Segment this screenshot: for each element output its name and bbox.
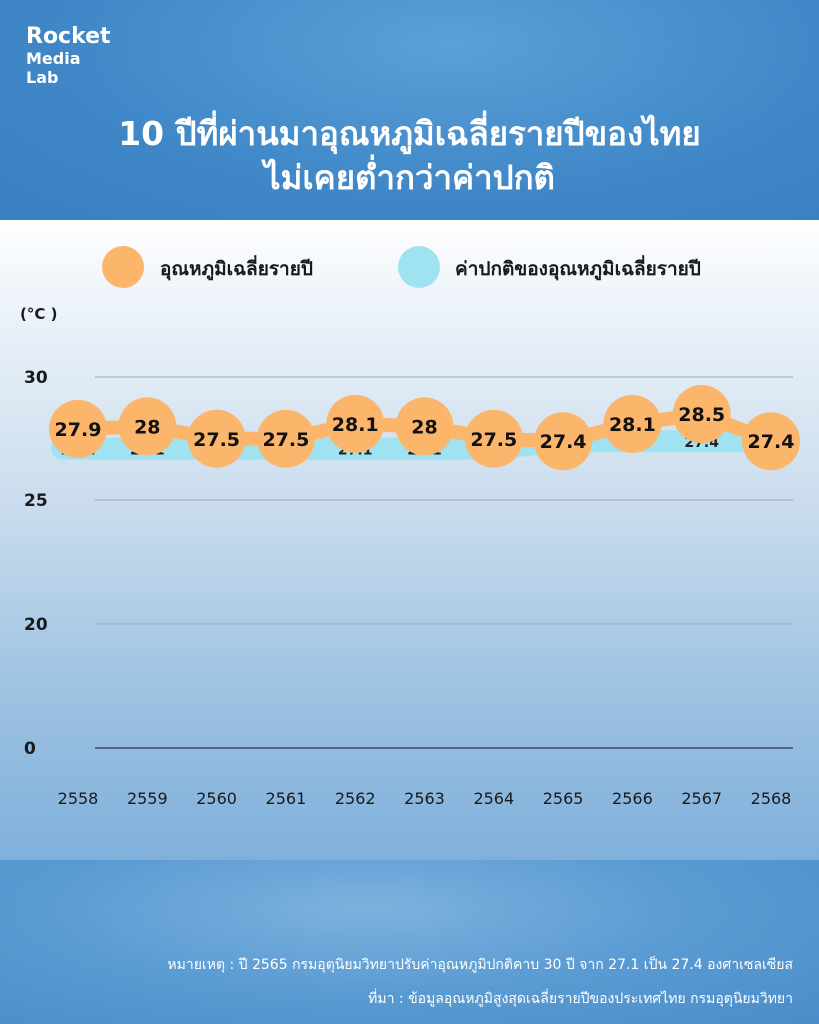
page-title-line-1: 10 ปีที่ผ่านมาอุณหภูมิเฉลี่ยรายปีของไทย <box>118 114 701 153</box>
brand-line-1: Rocket <box>26 24 111 49</box>
y-axis-unit: (°C ) <box>20 305 58 323</box>
y-tick-label: 20 <box>24 615 48 635</box>
x-tick-label: 2566 <box>612 789 653 808</box>
annual-data-label: 28.1 <box>332 414 379 436</box>
header-banner <box>0 0 819 220</box>
x-tick-label: 2561 <box>266 789 307 808</box>
annual-data-point <box>187 409 246 468</box>
annual-data-point <box>118 397 177 456</box>
x-tick-label: 2563 <box>404 789 445 808</box>
annual-data-point <box>742 412 800 471</box>
annual-data-label: 28.5 <box>678 404 725 426</box>
x-tick-label: 2559 <box>127 789 168 808</box>
annual-data-label: 27.4 <box>748 431 795 453</box>
annual-data-label: 28 <box>134 416 160 438</box>
legend-annual-label: อุณหภูมิเฉลี่ยรายปี <box>160 258 313 280</box>
annual-data-point <box>49 399 107 458</box>
page-title-line-2: ไม่เคยต่ำกว่าค่าปกติ <box>263 158 555 197</box>
y-tick-label: 0 <box>24 739 36 759</box>
footnote: หมายเหตุ : ปี 2565 กรมอุตุนิยมวิทยาปรับค… <box>167 957 793 973</box>
annual-data-point <box>534 412 593 471</box>
y-tick-label: 30 <box>24 368 48 388</box>
annual-data-label: 28.1 <box>609 414 656 436</box>
annual-data-point <box>672 385 731 444</box>
x-tick-label: 2567 <box>681 789 722 808</box>
annual-data-point <box>326 394 385 453</box>
line-chart: 30 25 20 0 2558 2559 2560 2561 2562 2563 2564 2565 2… <box>24 368 800 808</box>
source-note: ที่มา : ข้อมูลอุณหภูมิสูงสุดเฉลี่ยรายปีข… <box>368 991 793 1007</box>
chart-panel <box>0 220 819 860</box>
annual-data-label: 27.5 <box>262 429 309 451</box>
annual-data-point <box>395 397 454 456</box>
footer-banner <box>0 860 819 1024</box>
brand-logo: Rocket Media Lab <box>26 26 111 86</box>
x-tick-label: 2565 <box>543 789 584 808</box>
x-tick-label: 2560 <box>196 789 237 808</box>
brand-line-2: Media <box>26 49 81 68</box>
y-tick-label: 25 <box>24 491 48 511</box>
annual-data-label: 27.5 <box>193 429 240 451</box>
annual-data-point <box>603 394 662 453</box>
x-tick-label: 2558 <box>58 789 99 808</box>
annual-data-label: 27.9 <box>55 419 102 441</box>
annual-data-label: 27.4 <box>540 431 587 453</box>
brand-line-3: Lab <box>26 68 59 87</box>
annual-data-point <box>256 409 315 468</box>
annual-data-label: 27.5 <box>470 429 517 451</box>
legend-normal-swatch <box>398 246 440 288</box>
legend-annual-swatch <box>102 246 144 288</box>
annual-data-label: 28 <box>411 416 437 438</box>
x-tick-label: 2564 <box>473 789 514 808</box>
x-tick-label: 2568 <box>751 789 792 808</box>
x-tick-label: 2562 <box>335 789 376 808</box>
legend-normal-label: ค่าปกติของอุณหภูมิเฉลี่ยรายปี <box>455 258 701 280</box>
annual-data-point <box>464 409 523 468</box>
